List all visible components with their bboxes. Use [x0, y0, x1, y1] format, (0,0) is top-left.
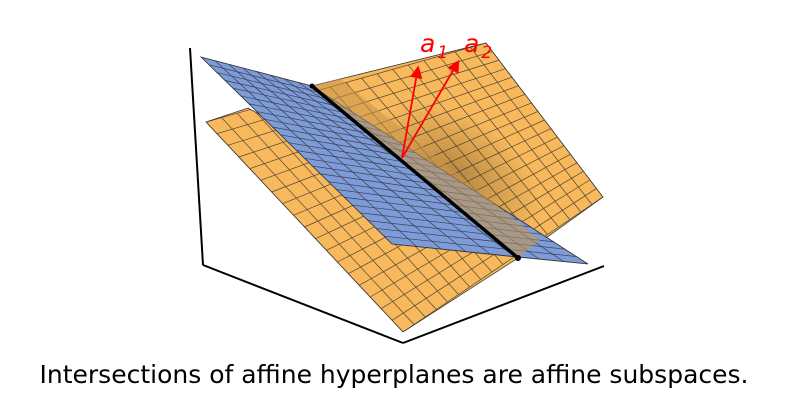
- axes-box: [189, 47, 605, 344]
- intersection-endpoint-top: [309, 83, 315, 89]
- mesh-line: [216, 72, 336, 102]
- axis-right-bottom: [402, 265, 605, 344]
- vector-a1-arrow: [401, 65, 423, 159]
- vector-a2-arrow: [401, 59, 460, 159]
- orange-plane-overlap: [312, 79, 540, 258]
- mesh-line: [391, 243, 588, 264]
- mesh-line: [240, 95, 370, 124]
- mesh-line: [312, 43, 487, 123]
- mesh-line: [227, 108, 500, 146]
- mesh-line: [216, 108, 493, 135]
- mesh-line: [402, 196, 603, 258]
- mesh-line: [224, 80, 347, 109]
- intersection-line: [310, 84, 520, 260]
- mesh-line: [384, 235, 577, 257]
- mesh-line: [376, 228, 566, 250]
- mesh-line: [208, 64, 324, 94]
- mesh-line: [402, 196, 518, 332]
- mesh-line: [232, 87, 359, 117]
- figure-caption: Intersections of affine hyperplanes are …: [39, 360, 749, 389]
- intersection-endpoint-bottom: [515, 255, 521, 261]
- axis-vertical: [189, 47, 204, 266]
- axis-left-bottom: [202, 264, 404, 344]
